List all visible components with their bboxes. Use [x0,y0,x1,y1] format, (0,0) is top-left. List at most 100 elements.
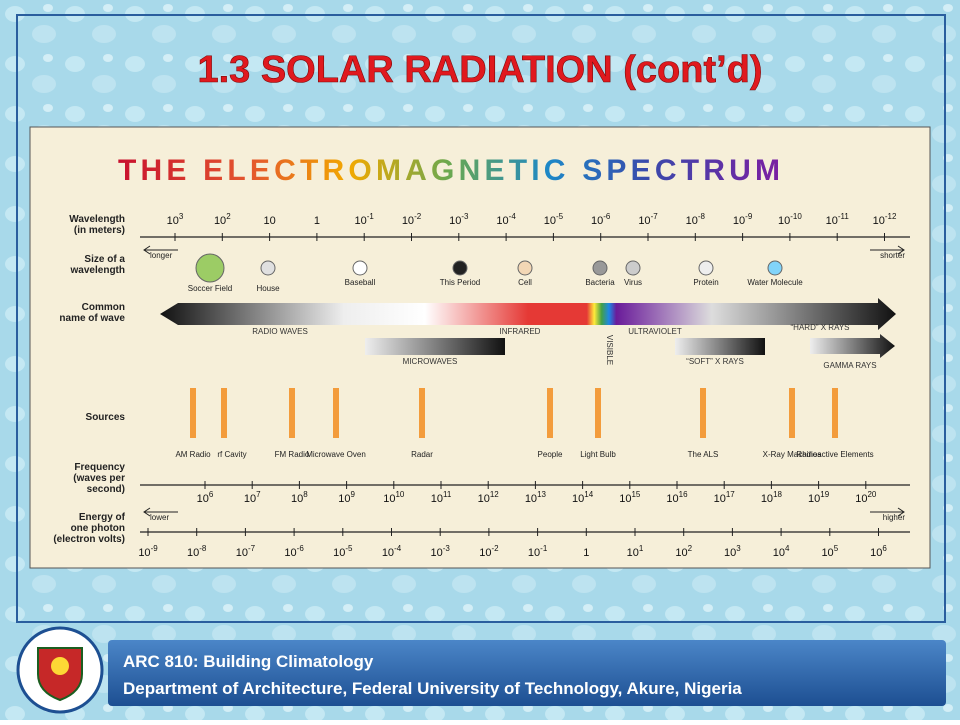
wave-label: “SOFT” X RAYS [686,357,744,366]
tick-base: 10 [572,493,584,505]
tick-exponent: -4 [509,212,517,221]
source-label: rf Cavity [217,450,246,459]
tick-label: 1010 [383,490,405,505]
footer-band [108,640,946,706]
size-icon [452,260,468,276]
tick-label: 10-2 [479,544,499,559]
tick-label: 1014 [572,490,594,505]
row-label-line: Common [82,302,125,313]
slide-title: 1.3 SOLAR RADIATION (cont’d) [197,49,762,91]
tick-label: 10-7 [236,544,256,559]
tick-label: 10-12 [873,212,897,227]
row-label-line: Frequency [74,462,125,473]
tick-base: 10 [870,547,882,559]
tick-base: 10 [873,215,885,227]
tick-base: 1 [314,215,320,227]
tick-base: 10 [263,215,275,227]
tick-label: 1017 [714,490,736,505]
tick-exponent: 16 [679,490,688,499]
tick-exponent: -10 [790,212,802,221]
tick-label: 10-6 [591,212,611,227]
end-arrow [870,245,905,255]
tick-exponent: 15 [631,490,640,499]
tick-exponent: 6 [209,490,214,499]
size-label: House [256,284,280,293]
tick-base: 10 [479,547,491,559]
source-label: Light Bulb [580,450,616,459]
source-label: The ALS [688,450,719,459]
tick-exponent: 19 [820,490,829,499]
spectrum-arrow [160,298,896,330]
end-label: shorter [880,251,905,260]
soft-xray-bar [675,338,765,355]
tick-label: 103 [724,544,741,559]
frame [16,14,946,623]
tick-base: 10 [333,547,345,559]
source-bar [221,388,227,438]
tick-base: 10 [284,547,296,559]
tick-label: 109 [338,490,355,505]
tick-exponent: -1 [367,212,375,221]
size-icon [517,260,533,276]
tick-base: 10 [855,493,867,505]
row-label: Wavelength (in meters) [69,214,125,236]
tick-exponent: -8 [199,544,207,553]
size-icon [592,260,608,276]
tick-exponent: -1 [540,544,548,553]
tick-label: 101 [627,544,644,559]
end-label: lower [150,513,169,522]
wave-label: VISIBLE [605,335,614,365]
tick-exponent: -4 [394,544,402,553]
tick-base: 10 [236,547,248,559]
size-label: Cell [518,278,532,287]
tick-label: 10-4 [496,212,516,227]
tick-exponent: -8 [698,212,706,221]
tick-exponent: 7 [256,490,261,499]
row-label: Frequency (waves per second) [73,462,125,495]
row-label-line: one photon [71,523,125,534]
tick-base: 10 [733,215,745,227]
tick-base: 10 [714,493,726,505]
tick-base: 10 [338,493,350,505]
tick-exponent: 8 [303,490,308,499]
source-label: Radar [411,450,433,459]
tick-base: 10 [638,215,650,227]
end-label: longer [150,251,173,260]
end-arrow [143,245,178,255]
tick-base: 10 [383,493,395,505]
size-label: Virus [624,278,642,287]
tick-label: 10-9 [733,212,753,227]
tick-exponent: 9 [350,490,355,499]
row-label-line: second) [87,484,125,495]
row-label-line: name of wave [59,313,125,324]
tick-base: 10 [666,493,678,505]
tick-label: 105 [821,544,838,559]
tick-base: 10 [167,215,179,227]
row-label-line: Wavelength [69,214,125,225]
tick-exponent: -7 [248,544,256,553]
tick-exponent: 12 [490,490,499,499]
tick-exponent: 10 [395,490,404,499]
tick-exponent: 3 [179,212,184,221]
tick-label: 10-8 [187,544,207,559]
title-word: ELECTROMAGNETIC [203,154,565,187]
tick-exponent: 4 [785,544,790,553]
title-word: SPECTRUM [582,154,780,187]
tick-exponent: 18 [773,490,782,499]
wave-label: “HARD” X RAYS [791,323,850,332]
tick-label: 10-1 [528,544,548,559]
tick-base: 10 [619,493,631,505]
source-bar [289,388,295,438]
tick-label: 1015 [619,490,641,505]
tick-exponent: 11 [443,490,452,499]
size-label: Baseball [345,278,376,287]
tick-base: 10 [382,547,394,559]
title-main: 1.3 SOLAR RADIATION [197,49,612,91]
tick-label: 107 [244,490,261,505]
tick-label: 10-3 [449,212,469,227]
row-label-line: (electron volts) [53,534,125,545]
size-label: Bacteria [585,278,615,287]
source-label: Radioactive Elements [796,450,873,459]
size-label: Soccer Field [188,284,232,293]
